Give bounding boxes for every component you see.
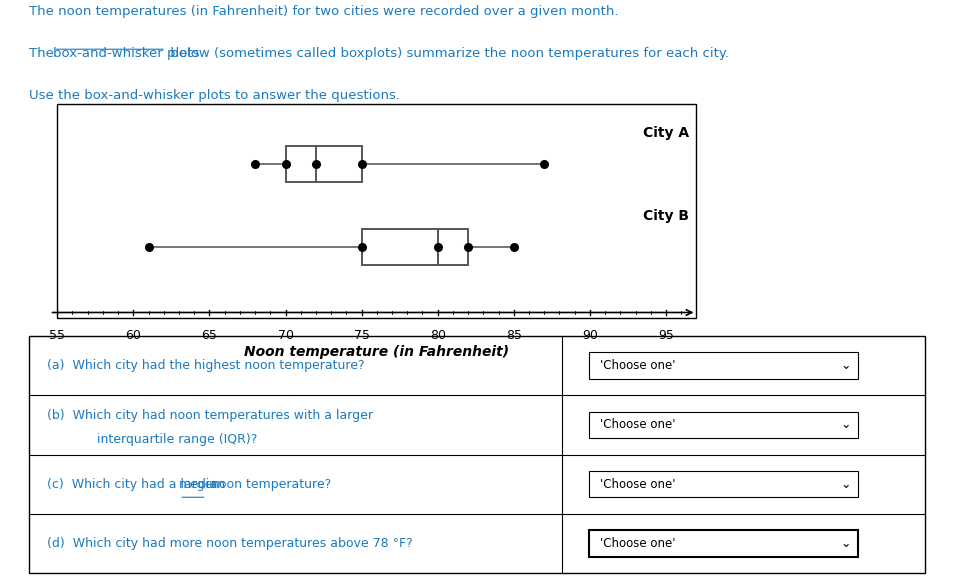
Text: The: The: [29, 47, 58, 60]
Text: 'Choose one': 'Choose one': [599, 537, 675, 550]
Text: The noon temperatures (in Fahrenheit) for two cities were recorded over a given : The noon temperatures (in Fahrenheit) fo…: [29, 5, 618, 18]
Text: ⌄: ⌄: [840, 537, 850, 550]
Text: Use the box-and-whisker plots to answer the questions.: Use the box-and-whisker plots to answer …: [29, 89, 399, 101]
Text: median: median: [179, 478, 226, 490]
Text: City A: City A: [642, 126, 688, 140]
Bar: [588, 412, 858, 438]
Text: (b)  Which city had noon temperatures with a larger: (b) Which city had noon temperatures wit…: [47, 409, 373, 422]
Bar: [588, 471, 858, 497]
Text: 'Choose one': 'Choose one': [599, 359, 675, 372]
Text: 'Choose one': 'Choose one': [599, 478, 675, 490]
Text: City B: City B: [642, 209, 688, 223]
X-axis label: Noon temperature (in Fahrenheit): Noon temperature (in Fahrenheit): [244, 345, 509, 358]
Bar: [588, 530, 858, 556]
Text: noon temperature?: noon temperature?: [207, 478, 331, 490]
Text: ⌄: ⌄: [840, 359, 850, 372]
Text: (c)  Which city had a larger: (c) Which city had a larger: [47, 478, 221, 490]
Bar: [588, 353, 858, 379]
Text: box-and-whisker plots: box-and-whisker plots: [53, 47, 200, 60]
Text: interquartile range (IQR)?: interquartile range (IQR)?: [69, 433, 257, 446]
Text: ⌄: ⌄: [840, 419, 850, 431]
Text: (a)  Which city had the highest noon temperature?: (a) Which city had the highest noon temp…: [47, 359, 364, 372]
Text: (d)  Which city had more noon temperatures above 78 °F?: (d) Which city had more noon temperature…: [47, 537, 412, 550]
Bar: [285, 146, 361, 182]
Bar: [361, 229, 468, 265]
Text: below (sometimes called boxplots) summarize the noon temperatures for each city.: below (sometimes called boxplots) summar…: [166, 47, 728, 60]
Text: 'Choose one': 'Choose one': [599, 419, 675, 431]
Text: ⌄: ⌄: [840, 478, 850, 490]
